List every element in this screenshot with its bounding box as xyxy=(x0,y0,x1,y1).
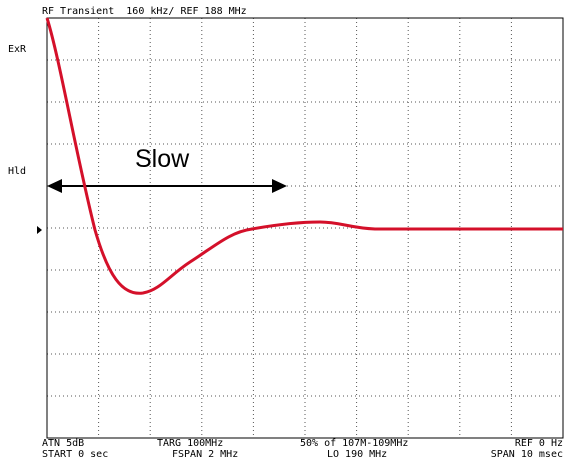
footer-label: START 0 sec xyxy=(42,449,108,460)
reference-marker xyxy=(37,226,42,234)
footer-label: 50% of 107M-109MHz xyxy=(300,438,408,449)
double-arrow xyxy=(47,179,287,193)
footer-label: FSPAN 2 MHz xyxy=(172,449,238,460)
left-label: ExR xyxy=(8,44,27,55)
footer-label: LO 190 MHz xyxy=(327,449,387,460)
footer-label: SPAN 10 msec xyxy=(491,449,563,460)
trace xyxy=(45,17,563,295)
annotation: Slow xyxy=(135,145,190,173)
screen-title: RF Transient 160 kHz/ REF 188 MHz xyxy=(42,6,247,17)
footer-label: ATN 5dB xyxy=(42,438,84,449)
footer-label: REF 0 Hz xyxy=(515,438,563,449)
left-label: Hld xyxy=(8,166,26,177)
footer-label: TARG 100MHz xyxy=(157,438,223,449)
